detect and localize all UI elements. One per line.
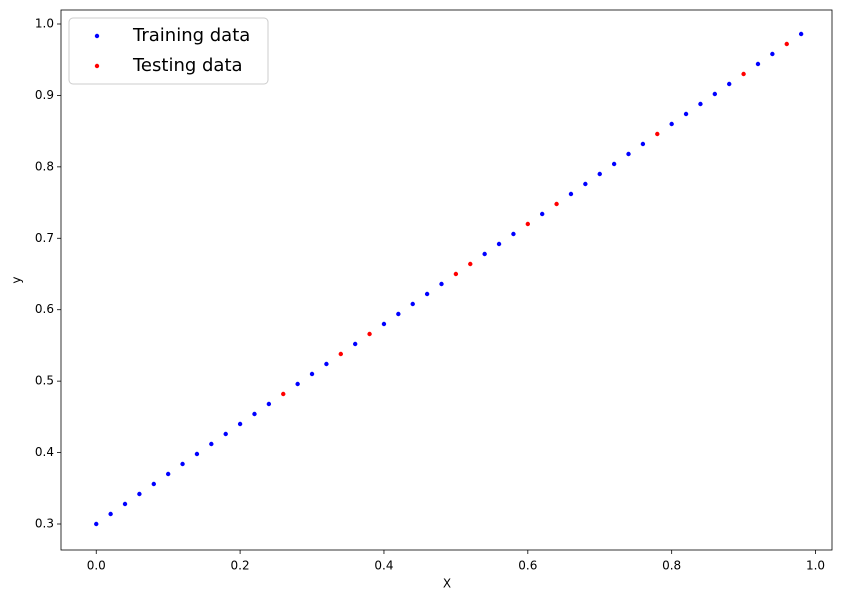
x-tick-label: 0.8 bbox=[662, 559, 681, 573]
data-point bbox=[309, 371, 315, 377]
x-tick-label: 0.0 bbox=[87, 559, 106, 573]
data-point bbox=[683, 111, 689, 117]
data-point bbox=[468, 261, 473, 267]
data-point bbox=[770, 51, 775, 57]
legend-label: Testing data bbox=[132, 55, 243, 76]
y-tick-label: 0.5 bbox=[35, 374, 54, 388]
data-point bbox=[151, 481, 156, 487]
data-point bbox=[525, 221, 531, 227]
data-point bbox=[453, 271, 459, 277]
x-tick-label: 0.4 bbox=[374, 559, 393, 573]
data-point bbox=[626, 151, 631, 157]
data-point bbox=[237, 421, 243, 427]
data-point bbox=[165, 471, 171, 477]
data-point bbox=[367, 331, 372, 337]
data-point bbox=[223, 431, 228, 437]
y-axis-label: y bbox=[10, 276, 24, 283]
data-point bbox=[94, 521, 99, 527]
data-point bbox=[712, 91, 718, 97]
x-tick-label: 1.0 bbox=[806, 559, 825, 573]
data-point bbox=[482, 251, 487, 257]
data-point bbox=[252, 411, 257, 417]
y-tick-label: 0.4 bbox=[35, 445, 54, 459]
data-point bbox=[180, 461, 185, 467]
data-point bbox=[540, 211, 545, 217]
data-point bbox=[727, 81, 732, 87]
x-axis-label: X bbox=[443, 577, 451, 591]
data-point bbox=[554, 201, 559, 207]
y-tick-label: 0.3 bbox=[35, 517, 54, 531]
data-point bbox=[324, 361, 329, 367]
data-point bbox=[698, 101, 703, 107]
data-point bbox=[655, 131, 660, 137]
data-point bbox=[583, 181, 588, 187]
data-point bbox=[439, 281, 444, 287]
data-point bbox=[410, 301, 415, 307]
data-point bbox=[281, 391, 286, 397]
data-point bbox=[266, 401, 272, 407]
y-tick-label: 1.0 bbox=[35, 17, 54, 31]
data-point bbox=[755, 61, 761, 67]
data-point bbox=[669, 121, 674, 127]
data-point bbox=[784, 41, 789, 47]
y-tick-label: 0.6 bbox=[35, 302, 54, 316]
x-tick-label: 0.6 bbox=[518, 559, 537, 573]
data-point bbox=[611, 161, 617, 167]
plot-frame bbox=[60, 9, 833, 551]
y-tick-label: 0.8 bbox=[35, 159, 54, 173]
data-point bbox=[352, 341, 358, 347]
y-tick-label: 0.9 bbox=[35, 88, 54, 102]
y-tick-label: 0.7 bbox=[35, 231, 54, 245]
data-point bbox=[496, 241, 502, 247]
data-point bbox=[568, 191, 574, 197]
data-point bbox=[798, 31, 804, 37]
legend-label: Training data bbox=[132, 25, 250, 46]
x-tick-label: 0.2 bbox=[231, 559, 250, 573]
legend-marker bbox=[94, 33, 100, 39]
data-point bbox=[338, 351, 344, 357]
data-point bbox=[640, 141, 646, 147]
data-point bbox=[741, 71, 746, 77]
data-point bbox=[424, 291, 430, 297]
data-point bbox=[122, 501, 128, 507]
data-point bbox=[295, 381, 300, 387]
data-point bbox=[209, 441, 214, 447]
data-point bbox=[381, 321, 387, 327]
data-point bbox=[597, 171, 602, 177]
data-point bbox=[137, 491, 142, 497]
data-point bbox=[511, 231, 516, 237]
data-point bbox=[194, 451, 200, 457]
legend-marker bbox=[94, 63, 100, 69]
legend-box bbox=[68, 17, 269, 85]
data-point bbox=[108, 511, 113, 517]
data-point bbox=[396, 311, 401, 317]
